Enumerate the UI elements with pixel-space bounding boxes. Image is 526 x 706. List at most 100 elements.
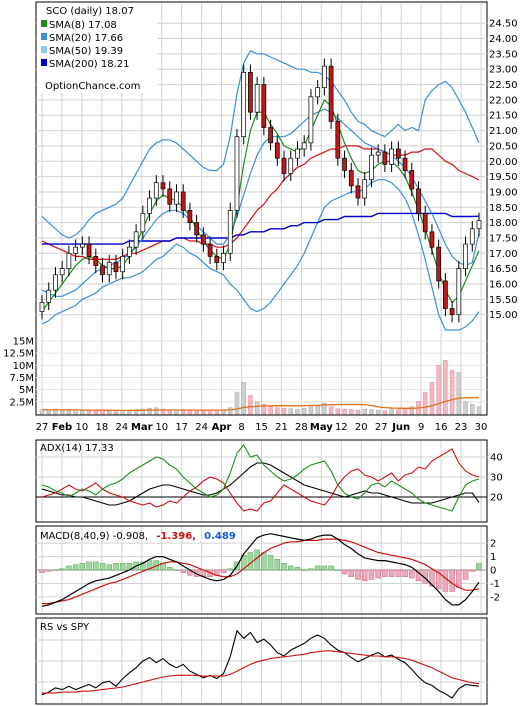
volume-bar xyxy=(147,407,152,415)
legend-swatch xyxy=(41,59,47,66)
price-tick-label: 20.50 xyxy=(489,141,518,152)
x-tick-label: 30 xyxy=(475,422,488,433)
candle-body xyxy=(153,182,159,199)
macd-histogram-bar xyxy=(66,565,72,571)
price-legend: SCO (daily) 18.07 SMA(8) 17.08 SMA(20) 17.… xyxy=(37,3,157,93)
x-axis-labels: 27 Feb 10 18 24 Mar 10 17 24 Apr 8 15 21 28 May 12 20 27 J… xyxy=(36,422,488,433)
macd-histogram-bar xyxy=(395,569,402,577)
macd-histogram-bar xyxy=(281,563,287,571)
legend-background xyxy=(37,3,157,93)
macd-histogram-bar xyxy=(328,565,334,571)
price-y-ticks: 24.50 24.00 23.50 23.00 22.50 22.00 21.50 21.00… xyxy=(489,19,518,321)
volume-bar xyxy=(281,407,287,415)
candle-body xyxy=(268,127,273,144)
candle-body xyxy=(241,71,247,138)
volume-bar xyxy=(355,409,361,415)
macd-panel: 2 1 0 -1 -2 MACD(8,40,9) -0.908, -1.396, 0.4… xyxy=(35,525,500,615)
volume-bar xyxy=(106,410,112,415)
volume-bar xyxy=(73,409,78,415)
macd-histogram xyxy=(39,549,482,592)
price-tick-label: 24.00 xyxy=(489,34,518,45)
volume-bar xyxy=(93,410,99,415)
adx-y-ticks: 40 30 20 xyxy=(490,453,503,504)
volume-bar xyxy=(80,410,85,415)
macd-histogram-bar xyxy=(166,567,173,571)
candle-body xyxy=(106,262,112,276)
volume-bar xyxy=(463,401,468,415)
candle-body xyxy=(140,213,146,233)
x-tick-label: 16 xyxy=(435,422,448,433)
macd-histogram-bar xyxy=(240,554,247,571)
candle-body xyxy=(328,65,334,122)
candle-body xyxy=(443,280,448,309)
volume-bar xyxy=(261,404,267,415)
watermark: OptionChance.com xyxy=(45,81,140,92)
volume-bar xyxy=(241,382,246,415)
candle-body xyxy=(369,154,374,181)
macd-histogram-value: 0.489 xyxy=(204,531,236,542)
bollinger-upper-line xyxy=(41,50,480,239)
volume-bar xyxy=(362,408,367,415)
macd-histogram-bar xyxy=(261,552,267,571)
macd-histogram-bar xyxy=(348,569,355,577)
x-tick-label: 17 xyxy=(175,422,188,433)
candle-body xyxy=(261,84,267,128)
legend-swatch xyxy=(41,46,47,53)
volume-bar xyxy=(470,404,475,415)
macd-title-value: MACD(8,40,9) -0.908, xyxy=(40,531,148,542)
volume-bar xyxy=(275,407,280,415)
candle-body xyxy=(449,308,455,316)
candle-body xyxy=(281,157,287,174)
x-tick-label: May xyxy=(310,422,333,433)
chart-title: SCO (daily) 18.07 xyxy=(46,6,134,17)
candle-body xyxy=(93,256,99,266)
candle-body xyxy=(322,65,327,88)
macd-histogram-bar xyxy=(402,569,408,577)
volume-bar xyxy=(342,408,347,415)
macd-histogram-bar xyxy=(341,569,348,575)
macd-tick-label: -1 xyxy=(490,579,500,590)
adx-lines xyxy=(41,444,480,512)
candle-body xyxy=(342,157,347,171)
macd-histogram-bar xyxy=(140,561,146,571)
adx-series-line xyxy=(41,448,480,512)
candle-body xyxy=(160,182,166,190)
candle-body xyxy=(348,170,354,187)
candle-body xyxy=(194,222,199,236)
candle-body xyxy=(227,209,233,254)
macd-histogram-bar xyxy=(93,561,99,571)
volume-tick-label: 2.5M xyxy=(9,397,34,408)
candle-body xyxy=(402,157,408,171)
volume-bar xyxy=(449,369,455,415)
volume-bar xyxy=(422,391,428,415)
x-tick-label: Jun xyxy=(391,422,410,433)
candle-body xyxy=(389,148,394,165)
candle-body xyxy=(234,136,240,211)
rs-series-line xyxy=(42,650,480,694)
candle-body xyxy=(221,252,226,263)
candle-body xyxy=(133,231,139,248)
price-tick-label: 17.00 xyxy=(489,249,518,260)
volume-bar xyxy=(59,410,65,415)
macd-histogram-bar xyxy=(469,569,476,572)
candle-body xyxy=(201,234,206,245)
macd-histogram-bar xyxy=(86,561,92,571)
volume-bar xyxy=(409,406,415,415)
rs-panel: RS vs SPY xyxy=(35,617,488,705)
volume-bar xyxy=(113,411,119,415)
volume-bar xyxy=(194,410,199,415)
macd-histogram-bar xyxy=(113,563,119,571)
macd-histogram-bar xyxy=(301,569,307,571)
volume-bar xyxy=(456,372,462,415)
macd-histogram-bar xyxy=(106,564,112,571)
volume-tick-label: 15M xyxy=(13,336,34,347)
price-tick-label: 20.00 xyxy=(489,157,518,168)
candle-body xyxy=(395,148,401,159)
macd-histogram-bar xyxy=(375,569,381,579)
candle-body xyxy=(409,170,415,190)
volume-bar xyxy=(349,409,354,415)
x-tick-label: 24 xyxy=(115,422,128,433)
legend-swatch xyxy=(41,33,47,40)
macd-histogram-bar xyxy=(368,569,375,580)
candle-body xyxy=(73,246,78,254)
